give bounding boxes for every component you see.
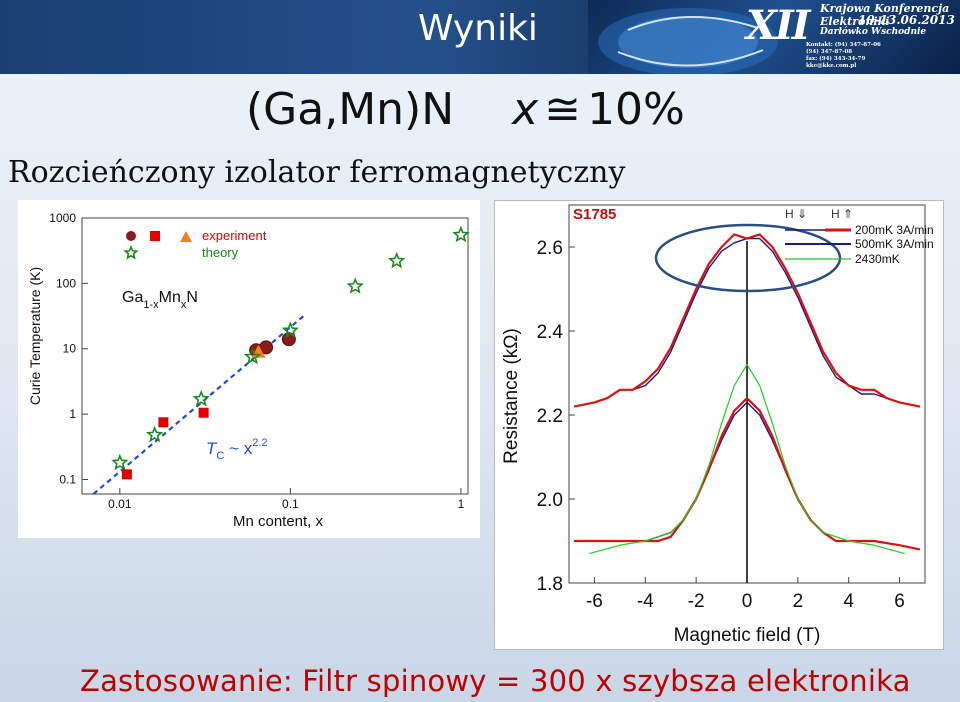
experiment-square-point (121, 469, 132, 480)
y-tick-label-4: 1000 (49, 211, 76, 225)
y-tick-label-0: 0.1 (59, 472, 76, 486)
legend-sphere-marker (126, 231, 136, 241)
series-line-4 (589, 364, 905, 555)
concentration-value: 10% (587, 84, 685, 135)
experiment-square-point (198, 407, 209, 418)
theory-star-point (281, 321, 299, 338)
series-line-0 (573, 233, 921, 408)
x-tick-label-5: 4 (843, 591, 854, 612)
power-law-annotation: TC ~ x2.2 (206, 437, 268, 462)
curie-chart-svg: 0.01 0.1 1 0.1 1 10 100 1000 Curie Temperature … (27, 211, 470, 530)
slide-title: Wyniki (418, 8, 538, 49)
legend-square-marker (150, 231, 160, 241)
approx-symbol: ≅ (544, 84, 582, 135)
slide-heading: Rozcieńczony izolator ferromagnetyczny (8, 155, 626, 190)
sample-label: S1785 (573, 206, 616, 223)
slide-subtitle: (Ga,Mn)N x ≅ 10% (246, 84, 685, 135)
globe-logo-icon (598, 8, 778, 74)
resistance-chart-svg: -6 -4 -2 0 2 4 61.82.02.22.42.6 S1785 H ⇓ H ⇑ … (501, 204, 934, 646)
x-axis-label: Mn content, x (233, 513, 324, 530)
y-axis-label: Resistance (kΩ) (501, 328, 522, 464)
theory-star-point (452, 225, 470, 243)
legend-label-200: 200mK 3A/min (855, 223, 934, 237)
x-tick-label-2: -2 (688, 591, 705, 612)
series-line-2 (574, 397, 921, 551)
theory-star-point (388, 251, 406, 269)
x-tick-label-0: 0.01 (108, 497, 132, 511)
x-tick-label-6: 6 (894, 591, 905, 612)
theory-star-point (111, 453, 129, 471)
x-tick-label-1: -4 (637, 591, 654, 612)
experiment-square-point (158, 417, 169, 428)
conference-name: Krajowa Konferencja Elektroniki (820, 2, 950, 28)
x-axis-label: Magnetic field (T) (674, 625, 821, 646)
conference-place: Darłówko Wschodnie (820, 27, 927, 37)
legend-triangle-marker (180, 231, 192, 242)
theory-star-point (243, 347, 262, 365)
compound-annotation: Ga1-xMnxN (122, 289, 198, 311)
fit-line (92, 314, 305, 495)
y-tick-label-1: 2.0 (537, 490, 563, 511)
y-tick-label-3: 2.4 (537, 322, 564, 343)
conference-banner: Krajowa Konferencja Elektroniki XII 10-1… (588, 0, 960, 74)
x-tick-label-3: 0 (742, 591, 753, 612)
concentration-symbol: x (512, 84, 539, 135)
curie-temperature-chart: 0.01 0.1 1 0.1 1 10 100 1000 Curie Temperature … (18, 200, 480, 538)
y-tick-label-0: 1.8 (537, 574, 563, 595)
y-tick-label-2: 2.2 (537, 406, 563, 427)
legend-star-marker (123, 244, 139, 260)
plot-frame (81, 217, 469, 495)
legend-experiment-label: experiment (202, 228, 267, 243)
x-tick-label-4: 2 (793, 591, 804, 612)
sweep-down-label: H ⇓ (785, 207, 807, 221)
x-tick-label-0: -6 (586, 591, 603, 612)
legend-label-500: 500mK 3A/min (855, 237, 934, 251)
theory-star-point (346, 277, 364, 294)
x-tick-label-2: 1 (458, 497, 465, 511)
y-tick-label-3: 100 (56, 276, 76, 290)
theory-star-point (145, 425, 164, 443)
y-axis-label: Curie Temperature (K) (27, 267, 43, 405)
y-tick-label-1: 1 (69, 407, 76, 421)
conference-numeral: XII (746, 2, 810, 49)
conference-dates: 10-13.06.2013 (858, 13, 955, 27)
slide-footer: Zastosowanie: Filtr spinowy = 300 x szyb… (80, 664, 911, 698)
legend-label-2430: 2430mK (855, 252, 900, 266)
x-tick-label-1: 0.1 (282, 497, 299, 511)
compound-formula: (Ga,Mn)N (246, 84, 455, 135)
hysteresis-highlight-ellipse (654, 223, 842, 293)
y-tick-label-2: 10 (63, 342, 77, 356)
conference-contact: Kontakt: (94) 347-87-06 (94) 347-87-08 f… (806, 42, 881, 69)
legend-theory-label: theory (202, 245, 239, 260)
resistance-chart: -6 -4 -2 0 2 4 6 1.8 2.0 2.2 2.4 2.6 S1785 H ⇓ H ⇑ … (494, 200, 944, 650)
sweep-up-label: H ⇑ (831, 207, 853, 221)
theory-star-point (192, 390, 210, 407)
y-tick-label-4: 2.6 (537, 238, 563, 259)
